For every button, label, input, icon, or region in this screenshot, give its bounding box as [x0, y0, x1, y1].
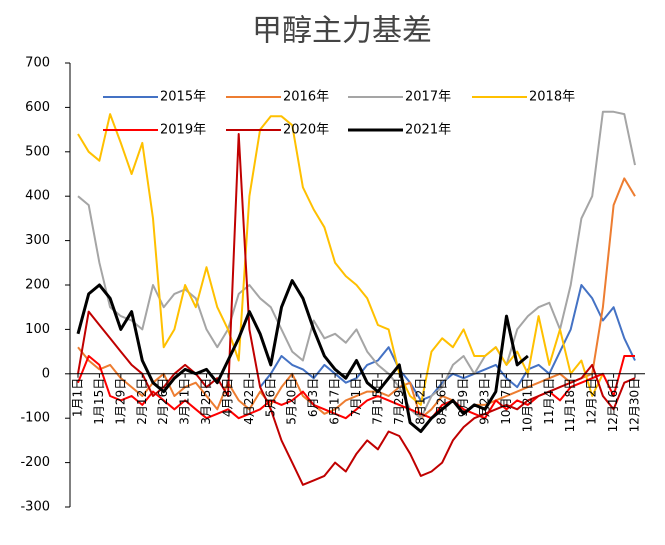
y-tick-label: 400: [25, 189, 50, 204]
y-tick-label: -300: [20, 500, 50, 515]
x-tick-label: 4月8日: [220, 378, 234, 417]
x-tick-label: 4月22日: [242, 378, 256, 425]
series-line: [77, 177, 636, 420]
x-tick-label: 1月1日: [71, 378, 85, 417]
series-layer: [76, 110, 636, 486]
x-tick-label: 3月25日: [199, 378, 213, 425]
y-tick-label: 0: [42, 366, 50, 381]
x-tick-label: 5月6日: [263, 378, 277, 417]
chart-title: 甲醇主力基差: [252, 14, 432, 49]
x-tick-label: 7月1日: [349, 378, 363, 417]
x-tick-label: 10月7日: [499, 378, 513, 425]
x-tick-label: 1月15日: [92, 378, 106, 425]
x-tick-label: 7月29日: [392, 378, 406, 425]
y-tick-label: 200: [25, 278, 50, 293]
x-tick-label: 12月16日: [606, 378, 620, 433]
legend-label: 2021年: [405, 123, 451, 138]
x-tick-label: 7月15日: [370, 378, 384, 425]
y-tick-label: -100: [20, 411, 50, 426]
legend-label: 2018年: [529, 90, 575, 105]
x-tick-label: 10月21日: [520, 378, 534, 433]
legend-label: 2016年: [283, 90, 329, 105]
x-tick-label: 9月9日: [456, 378, 470, 417]
x-tick-label: 3月11日: [178, 378, 192, 425]
y-tick-label: 500: [25, 144, 50, 159]
y-tick-label: 600: [25, 100, 50, 115]
x-tick-label: 12月30日: [628, 378, 642, 433]
series-line: [76, 279, 529, 433]
y-tick-label: -200: [20, 455, 50, 470]
x-tick-label: 2月26日: [156, 378, 170, 425]
y-tick-label: 300: [25, 233, 50, 248]
legend-label: 2020年: [283, 123, 329, 138]
x-tick-label: 5月20日: [285, 378, 299, 425]
x-tick-label: 1月29日: [113, 378, 127, 425]
series-line: [77, 113, 604, 406]
x-tick-label: 6月17日: [328, 378, 342, 425]
x-tick-label: 8月26日: [435, 378, 449, 425]
series-line: [77, 110, 636, 420]
x-tick-label: 6月3日: [306, 378, 320, 417]
x-tick-label: 11月4日: [542, 378, 556, 425]
legend-label: 2015年: [160, 90, 206, 105]
series-line: [77, 133, 636, 486]
y-tick-label: 700: [25, 56, 50, 71]
y-tick-label: 100: [25, 322, 50, 337]
legend-label: 2017年: [405, 90, 451, 105]
x-tick-label: 11月18日: [563, 378, 577, 433]
x-tick-label: 9月23日: [478, 378, 492, 425]
x-tick-label: 2月12日: [135, 378, 149, 425]
x-tick-label: 8月12日: [413, 378, 427, 425]
legend-label: 2019年: [160, 123, 206, 138]
x-tick-label: 12月2日: [585, 378, 599, 425]
